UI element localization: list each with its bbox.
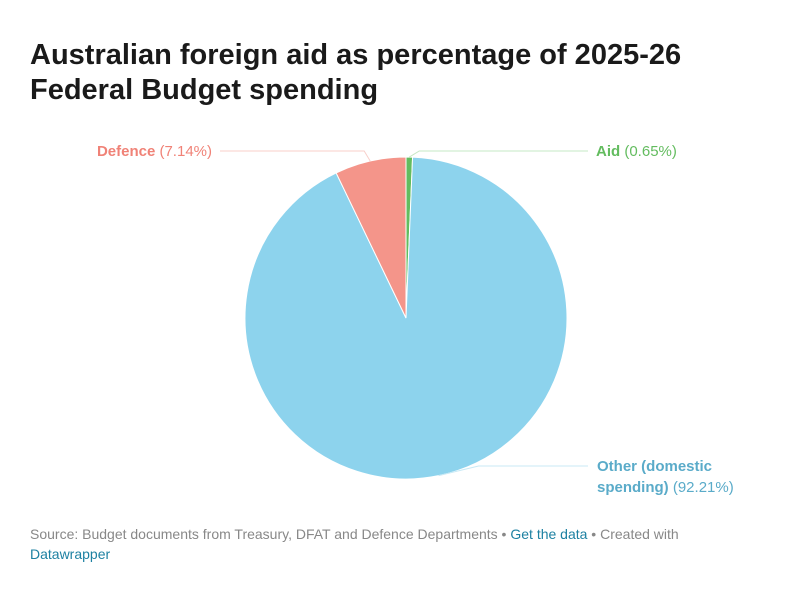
chart-title: Australian foreign aid as percentage of …	[30, 39, 682, 106]
separator: •	[587, 526, 601, 542]
pie-slices	[244, 156, 568, 480]
leader-line-aid	[409, 150, 588, 158]
leader-line-defence	[220, 150, 371, 162]
leader-lines	[220, 150, 588, 477]
slice-label-aid-name: Aid	[596, 143, 620, 160]
pie-slice-defence	[335, 156, 407, 319]
slice-label-aid: Aid (0.65%)	[596, 143, 677, 160]
source-text: Source: Budget documents from Treasury, …	[30, 526, 498, 542]
slice-label-other-line2: spending) (92.21%)	[597, 479, 734, 496]
leader-line-other	[438, 465, 588, 477]
separator: •	[497, 526, 511, 542]
get-the-data-link[interactable]: Get the data	[510, 526, 588, 542]
slice-label-aid-value: (0.65%)	[624, 143, 677, 160]
chart-footer: Source: Budget documents from Treasury, …	[30, 524, 770, 564]
slice-label-other-line1: Other (domestic	[597, 458, 712, 475]
slice-label-other-value: (92.21%)	[673, 479, 734, 496]
slice-label-defence: Defence (7.14%)	[97, 143, 212, 160]
datawrapper-link[interactable]: Datawrapper	[30, 546, 111, 562]
slice-label-other-name2: spending)	[597, 479, 669, 496]
slice-label-defence-value: (7.14%)	[159, 143, 212, 160]
slice-label-defence-name: Defence	[97, 143, 155, 160]
created-with-text: Created with	[600, 526, 679, 542]
